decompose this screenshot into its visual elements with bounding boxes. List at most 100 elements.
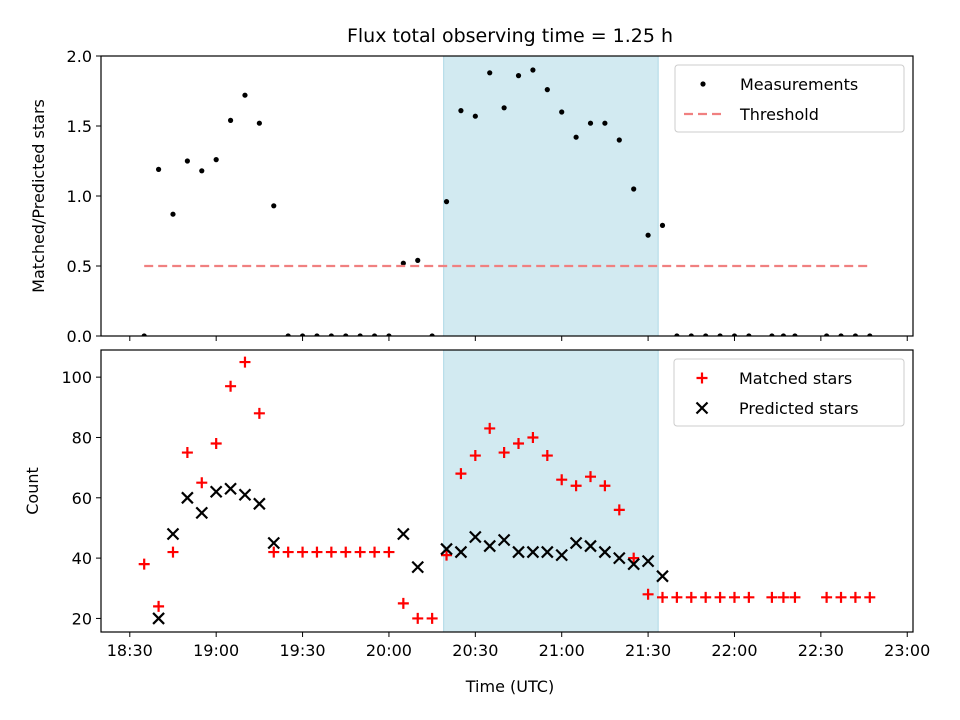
top-series-0-point-29 bbox=[559, 109, 565, 115]
bottom-series-1-point-16 bbox=[512, 545, 525, 559]
bottom-series-0-point-9 bbox=[268, 546, 280, 558]
chart-title: Flux total observing time = 1.25 h bbox=[347, 25, 673, 47]
bottom-series-0-point-6 bbox=[225, 380, 237, 392]
x-tick-label-9: 23:00 bbox=[884, 641, 930, 660]
bottom-series-0-point-14 bbox=[340, 546, 352, 558]
x-tick-label-6: 21:30 bbox=[625, 641, 671, 660]
top-series-0-point-49 bbox=[867, 333, 873, 336]
bottom-series-0-point-7 bbox=[239, 356, 251, 368]
top-series-0-point-12 bbox=[314, 333, 320, 336]
bottom-panel: 20 40 60 80 100 18:30 19:00 19:30 20:00 20:30 21:0… bbox=[23, 349, 930, 660]
bottom-series-0-point-12 bbox=[311, 546, 323, 558]
bottom-series-0-point-27 bbox=[527, 431, 539, 443]
top-series-0-point-37 bbox=[674, 333, 680, 336]
bottom-series-1-point-24 bbox=[627, 557, 640, 571]
bottom-series-0-point-8 bbox=[253, 407, 265, 419]
bottom-series-1-point-26 bbox=[656, 569, 669, 583]
bottom-legend: Matched stars Predicted stars bbox=[673, 358, 905, 427]
bottom-series-0-point-25 bbox=[498, 447, 510, 459]
bottom-series-1-point-9 bbox=[397, 527, 410, 541]
bottom-series-1-point-13 bbox=[469, 530, 482, 544]
top-series-0-point-5 bbox=[213, 157, 219, 163]
top-legend-label-0: Measurements bbox=[740, 75, 858, 94]
bottom-series-0-point-30 bbox=[570, 480, 582, 492]
x-tick-label-4: 20:30 bbox=[452, 641, 498, 660]
bottom-series-0-point-31 bbox=[585, 471, 597, 483]
top-series-0-point-34 bbox=[631, 186, 637, 192]
top-series-0-point-6 bbox=[227, 117, 234, 123]
bottom-series-1-point-5 bbox=[224, 482, 237, 496]
bottom-series-0-point-38 bbox=[685, 591, 697, 603]
bottom-series-0-point-20 bbox=[426, 612, 438, 624]
top-series-0-point-11 bbox=[299, 333, 306, 336]
top-y-tick-label-0: 0.0 bbox=[67, 327, 92, 346]
top-series-0-point-38 bbox=[688, 333, 694, 336]
bottom-series-1-point-8 bbox=[267, 536, 281, 550]
top-series-0-point-18 bbox=[400, 260, 406, 266]
bottom-series-0-point-17 bbox=[383, 546, 395, 558]
top-series-0-point-32 bbox=[602, 120, 608, 126]
top-series-0-point-48 bbox=[852, 333, 859, 336]
bottom-legend-marker-1 bbox=[695, 401, 709, 415]
bottom-series-0-point-0 bbox=[138, 558, 150, 570]
top-y-tick-label-3: 1.5 bbox=[67, 117, 92, 136]
bottom-series-0-point-5 bbox=[210, 437, 222, 449]
top-series-0-point-3 bbox=[184, 158, 190, 164]
x-tick-label-7: 22:00 bbox=[711, 641, 757, 660]
top-series-0-point-1 bbox=[155, 166, 162, 172]
bottom-plot-area bbox=[138, 356, 876, 625]
top-series-0-point-21 bbox=[443, 199, 450, 205]
bottom-y-tick-label-1: 40 bbox=[72, 549, 92, 568]
top-series-0-point-47 bbox=[838, 333, 844, 336]
top-series-0-point-42 bbox=[746, 333, 752, 336]
bottom-series-0-point-13 bbox=[325, 546, 337, 558]
x-tick-label-1: 19:00 bbox=[193, 641, 239, 660]
bottom-series-0-point-23 bbox=[469, 450, 481, 462]
top-panel: 0.0 0.5 1.0 1.5 2.0 Matched/Predicted stars Me… bbox=[29, 47, 914, 346]
bottom-series-0-point-34 bbox=[628, 552, 640, 564]
bottom-y-tick-label-2: 60 bbox=[72, 489, 92, 508]
x-tick-label-5: 21:00 bbox=[539, 641, 585, 660]
top-series-0-point-2 bbox=[170, 211, 176, 217]
top-series-0-point-25 bbox=[501, 105, 507, 111]
bottom-series-0-point-3 bbox=[181, 447, 193, 459]
top-series-0-point-8 bbox=[256, 120, 262, 126]
bottom-series-1-point-6 bbox=[238, 488, 252, 502]
bottom-series-1-point-25 bbox=[641, 554, 655, 568]
top-legend-marker-0 bbox=[700, 81, 706, 87]
x-axis-label: Time (UTC) bbox=[465, 677, 554, 696]
top-series-0-point-41 bbox=[731, 333, 738, 336]
top-series-0-point-4 bbox=[199, 168, 205, 174]
bottom-series-0-point-18 bbox=[397, 597, 409, 609]
bottom-series-1-point-10 bbox=[411, 560, 425, 574]
bottom-series-1-point-12 bbox=[454, 545, 468, 559]
bottom-series-0-point-37 bbox=[671, 591, 683, 603]
x-tick-label-3: 20:00 bbox=[366, 641, 412, 660]
top-y-axis-label: Matched/Predicted stars bbox=[29, 99, 48, 293]
bottom-series-0-point-2 bbox=[167, 546, 179, 558]
top-series-0-point-28 bbox=[544, 87, 550, 93]
bottom-series-0-point-16 bbox=[369, 546, 381, 558]
top-series-0-point-17 bbox=[386, 333, 392, 336]
x-tick-label-2: 19:30 bbox=[280, 641, 326, 660]
bottom-series-0-point-49 bbox=[864, 591, 876, 603]
top-series-0-point-7 bbox=[242, 92, 248, 98]
bottom-legend-label-0: Matched stars bbox=[739, 369, 852, 388]
top-series-0-point-46 bbox=[824, 333, 830, 336]
bottom-series-1-point-20 bbox=[569, 536, 583, 550]
top-series-0-point-27 bbox=[530, 67, 536, 73]
bottom-series-1-point-18 bbox=[541, 545, 554, 559]
bottom-series-0-point-44 bbox=[777, 591, 789, 603]
bottom-series-1-point-7 bbox=[253, 497, 266, 511]
bottom-y-tick-label-4: 100 bbox=[61, 368, 92, 387]
bottom-series-0-point-47 bbox=[835, 591, 847, 603]
bottom-series-1-point-0 bbox=[152, 612, 165, 625]
bottom-series-1-point-1 bbox=[166, 527, 180, 541]
bottom-series-0-point-46 bbox=[821, 591, 833, 603]
top-series-0-point-0 bbox=[141, 333, 147, 336]
bottom-series-0-point-10 bbox=[282, 546, 294, 558]
top-shaded-span bbox=[443, 55, 659, 337]
top-series-0-point-13 bbox=[328, 333, 334, 336]
top-series-0-point-31 bbox=[587, 120, 594, 126]
bottom-series-1-point-11 bbox=[440, 542, 453, 556]
